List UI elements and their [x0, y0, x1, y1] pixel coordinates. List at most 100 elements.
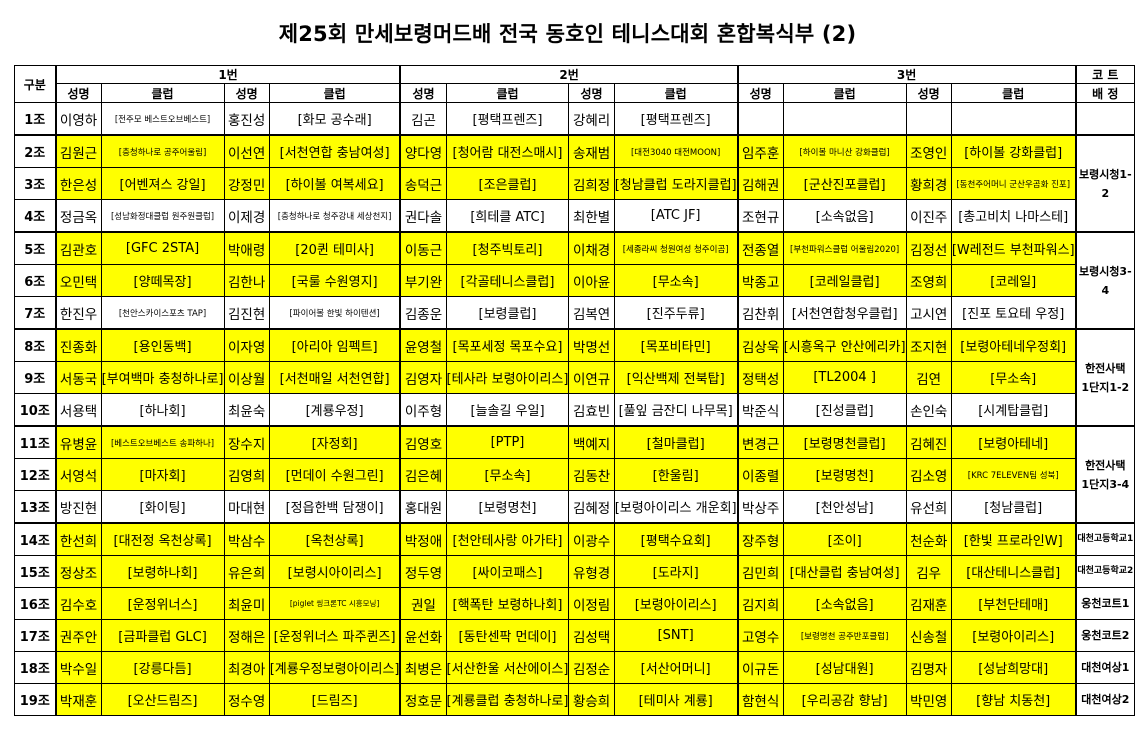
- player-club: [GFC 2STA]: [100, 231, 225, 265]
- player-name: 김영호: [399, 425, 447, 459]
- court-label: 대천고등학교1: [1077, 534, 1134, 544]
- player-club: [옥천상록]: [268, 522, 402, 556]
- header-name: 성명: [399, 83, 447, 103]
- table-row: 1조 이영하 [전주모 베스트오브베스트] 홍진성 [화모 공수래] 김곤 [평택프렌즈] 강…: [13, 102, 1135, 136]
- player-name: 이연규: [568, 361, 615, 394]
- player-club: [아리아 임펙트]: [268, 328, 402, 362]
- player-name: 전종열: [737, 231, 784, 265]
- player-club: [보령명천]: [782, 458, 907, 491]
- player-name: 김민희: [737, 555, 784, 588]
- player-club: [시계탑클럽]: [950, 393, 1077, 427]
- header-club: 클럽: [268, 83, 402, 103]
- player-name: 한은성: [55, 167, 102, 200]
- player-name: 이자영: [223, 328, 270, 362]
- player-name: 황승희: [568, 683, 615, 716]
- group-label: 3조: [13, 167, 57, 200]
- player-name: 백예지: [568, 425, 615, 459]
- table-row: 4조 정금옥 [성남화정대클럽 원주원클럽] 이제경 [충청하나로 청주강내 세상천지]…: [13, 199, 1135, 233]
- player-name: 조지현: [905, 328, 952, 362]
- player-club: [진성클럽]: [782, 393, 907, 427]
- player-club: [정읍한백 담쟁이]: [268, 490, 402, 524]
- player-club: [부천단테매]: [950, 587, 1077, 620]
- player-name: 김명자: [905, 651, 952, 684]
- court-label: 대천여상1: [1081, 661, 1130, 674]
- player-name: 한선희: [55, 522, 102, 556]
- player-club: [용인동백]: [100, 328, 225, 362]
- player-club: [향남 치동천]: [950, 683, 1077, 716]
- player-club: [진포 토요테 우정]: [950, 296, 1077, 330]
- player-club: [청남클럽]: [950, 490, 1077, 524]
- court-empty: [1075, 102, 1135, 136]
- player-name: 김정선: [905, 231, 952, 265]
- player-name: 최윤숙: [223, 393, 270, 427]
- player-club: [조은클럽]: [445, 167, 570, 200]
- player-club: [보령명천클럽]: [782, 425, 907, 459]
- group-label: 6조: [13, 264, 57, 297]
- header-row-2: 성명 클럽 성명 클럽 성명 클럽 성명 클럽 성명 클럽 성명 클럽 배 정: [15, 83, 1135, 103]
- group-label: 4조: [13, 199, 57, 233]
- header-court-top: 코 트: [1075, 65, 1135, 84]
- table-row: 12조 서영석 [마자회] 김영희 [먼데이 수원그린] 김은혜 [무소속] 김동찬 [한울림]…: [13, 458, 1135, 491]
- player-club: [코레일클럽]: [782, 264, 907, 297]
- player-name: 김진현: [223, 296, 270, 330]
- player-club: [무소속]: [445, 458, 570, 491]
- player-club: [한빛 프로라인W]: [950, 522, 1077, 556]
- player-club: [파이어볼 한빛 하이텐션]: [268, 296, 402, 330]
- player-name: 김은혜: [399, 458, 447, 491]
- player-club: [보령시아이리스]: [268, 555, 402, 588]
- group-label: 8조: [13, 328, 57, 362]
- player-club: [목포비타민]: [613, 328, 739, 362]
- header-club: 클럽: [950, 83, 1077, 103]
- player-club: [시흥옥구 안산에리카]: [782, 328, 907, 362]
- player-name: 정호문: [399, 683, 447, 716]
- player-name: 조현규: [737, 199, 784, 233]
- header-name: 성명: [55, 83, 102, 103]
- player-club: [소속없음]: [782, 587, 907, 620]
- player-club: [대산테니스클럽]: [950, 555, 1077, 588]
- player-club: [테사라 보령아이리스]: [445, 361, 570, 394]
- player-name: 장주형: [737, 522, 784, 556]
- player-club: [운정위너스]: [100, 587, 225, 620]
- player-club: [싸이코패스]: [445, 555, 570, 588]
- player-club: [PTP]: [445, 425, 570, 459]
- player-name: 박수일: [55, 651, 102, 684]
- player-club: [보령아테네]: [950, 425, 1077, 459]
- player-name: 윤선화: [399, 619, 447, 652]
- player-name: 변경근: [737, 425, 784, 459]
- player-club: [무소속]: [613, 264, 739, 297]
- player-name: 이영하: [55, 102, 102, 136]
- player-club: [부천파워스클럽 어울림2020]: [782, 231, 907, 265]
- player-club: [동천주어머니 군산우곰화 진포]: [950, 167, 1077, 200]
- header-num2: 2번: [399, 65, 739, 84]
- player-club: [무소속]: [950, 361, 1077, 394]
- court-label: 대천고등학교2: [1077, 566, 1134, 576]
- player-club: [충청하나로 청주강내 세상천지]: [268, 199, 402, 233]
- player-name: 김찬휘: [737, 296, 784, 330]
- court-label: 웅천코트1: [1081, 597, 1130, 610]
- player-name: 양다영: [399, 134, 447, 168]
- table-row: 3조 한은성 [어벤져스 강일] 강정민 [하이볼 여복세요] 송덕근 [조은클럽] 김희정[…: [13, 167, 1135, 200]
- table-row: 9조 서동국 [부여백마 충청하나로] 이상월 [서천매일 서천연합] 김영자 [테사라 보…: [13, 361, 1135, 394]
- court-label: 한전사택: [1085, 458, 1126, 472]
- player-name: 박정애: [399, 522, 447, 556]
- table-row: 19조 박재훈 [오산드림즈] 정수영 [드림즈] 정호문 [계룡클럽 충청하나로] 황승희[…: [13, 683, 1135, 716]
- player-club: [마자회]: [100, 458, 225, 491]
- player-club: [보령아테네우정회]: [950, 328, 1077, 362]
- player-club: [하이볼 마니산 강화클럽]: [782, 134, 907, 168]
- player-name: 이선연: [223, 134, 270, 168]
- group-label: 14조: [13, 522, 57, 556]
- player-name: 김연: [905, 361, 952, 394]
- player-name: 권일: [399, 587, 447, 620]
- player-name: 강혜리: [568, 102, 615, 136]
- player-name: 박준식: [737, 393, 784, 427]
- player-name: [737, 102, 784, 136]
- player-name: 고시연: [905, 296, 952, 330]
- table-row: 6조 오민택 [양떼목장] 김한나 [국룰 수원영지] 부기완 [각골테니스클럽] 이아윤 [무…: [13, 264, 1135, 297]
- player-name: 최한별: [568, 199, 615, 233]
- player-name: 최경아: [223, 651, 270, 684]
- player-club: [어벤져스 강일]: [100, 167, 225, 200]
- player-name: 김정순: [568, 651, 615, 684]
- player-name: 유은희: [223, 555, 270, 588]
- player-name: 조영희: [905, 264, 952, 297]
- court-assignment: 대천고등학교2: [1075, 555, 1135, 588]
